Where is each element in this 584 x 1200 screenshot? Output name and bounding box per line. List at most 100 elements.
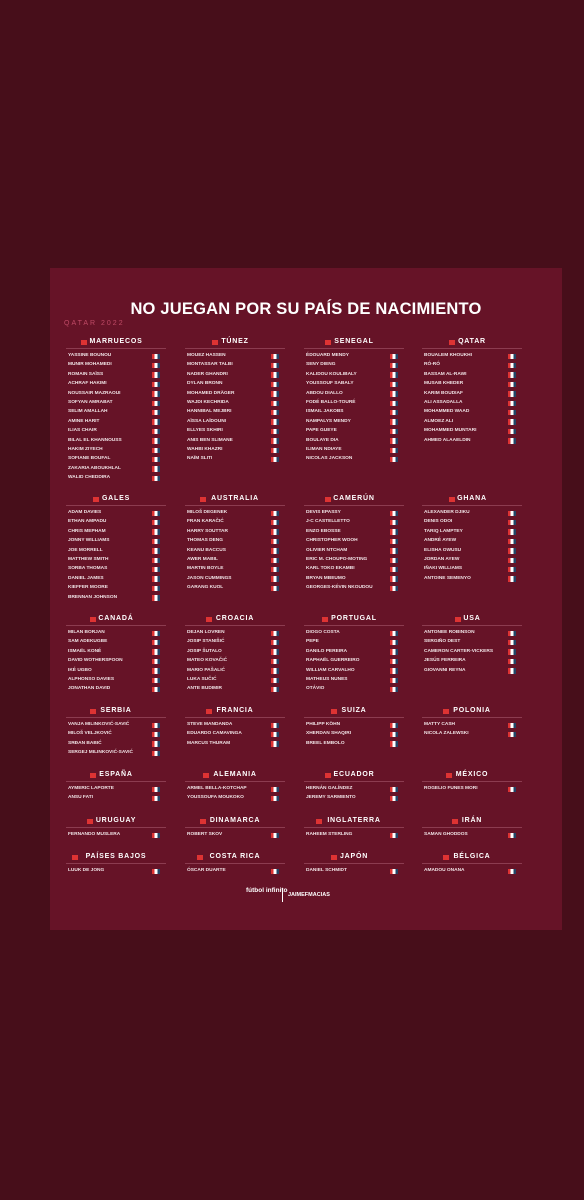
player-flag <box>508 510 516 516</box>
player-name: MOHAMMED MUNTARI <box>424 428 477 434</box>
player-flag <box>152 391 160 397</box>
player-flag <box>390 447 398 453</box>
player-name: ROGELIO FUNES MORI <box>424 786 478 791</box>
team-flag <box>452 819 458 824</box>
player-flag <box>152 868 160 874</box>
player-flag <box>152 750 160 757</box>
player-flag <box>390 566 398 573</box>
player-name: CHRISTOPHER WOOH <box>306 538 358 544</box>
team-name: JAPÓN <box>339 853 369 860</box>
player-name: NAMPALYS MENDY <box>306 418 351 424</box>
team-flag <box>446 773 452 778</box>
player-name: KARL TOKO EKAMBI <box>306 566 355 572</box>
team-name: SERBIA <box>100 707 132 714</box>
player-flag <box>152 658 160 665</box>
player-name: JONNY WILLIAMS <box>68 538 110 544</box>
team-flag <box>203 773 209 778</box>
divider <box>304 717 404 718</box>
player-name: THOMAS DENG <box>187 538 223 544</box>
player-name: MATHEUS NUNES <box>306 677 348 682</box>
divider <box>304 625 404 626</box>
player-flag <box>271 447 279 453</box>
player-name: ROBERT SKOV <box>187 832 223 837</box>
player-name: JESÚS FERREIRA <box>424 658 466 664</box>
team-name: ECUADOR <box>333 771 375 778</box>
player-name: ILIMAN NDIAYE <box>306 447 342 452</box>
player-name: ARMEL BELLA-KOTCHAP <box>187 786 247 791</box>
player-name: SOFYAN AMRABAT <box>68 400 113 405</box>
player-name: YASSINE BOUNOU <box>68 353 112 358</box>
team-flag <box>325 773 331 778</box>
player-name: VANJA MILINKOVIĆ-SAVIĆ <box>68 722 130 727</box>
team-name: COSTA RICA <box>209 853 261 860</box>
player-flag <box>508 722 516 728</box>
divider <box>66 863 166 864</box>
team-flag <box>331 855 337 860</box>
player-flag <box>271 529 279 535</box>
player-name: ELISHA OWUSU <box>424 547 462 553</box>
divider <box>185 827 285 828</box>
player-name: ZAKARIA ABOUKHLAL <box>68 465 121 471</box>
player-flag <box>152 438 160 444</box>
player-name: MONTASSAR TALBI <box>187 362 233 368</box>
player-flag <box>152 630 160 636</box>
player-name: GIOVANNI REYNA <box>424 667 466 673</box>
player-name: CHRIS MEPHAM <box>68 528 106 534</box>
player-flag <box>152 353 160 359</box>
player-name: ILIAS CHAIR <box>68 428 97 434</box>
player-flag <box>152 686 160 693</box>
player-flag <box>390 686 398 693</box>
team-name: POLONIA <box>453 707 491 714</box>
team-name: BÉLGICA <box>453 853 491 860</box>
player-name: MARTIN BOYLE <box>187 566 224 572</box>
player-name: JORDAN AYEW <box>424 557 460 562</box>
team-name: IRÁN <box>461 817 483 824</box>
player-name: BOULAYE DIA <box>306 437 339 443</box>
player-flag <box>508 409 516 416</box>
team-flag <box>87 819 93 824</box>
team-flag <box>200 497 206 502</box>
player-flag <box>508 557 516 563</box>
player-flag <box>152 456 160 463</box>
player-flag <box>152 529 160 535</box>
player-name: DEVIS EPASSY <box>306 510 341 515</box>
player-flag <box>271 832 279 838</box>
player-name: MILOŠ DEGENEK <box>187 510 228 515</box>
divider <box>422 348 522 349</box>
player-flag <box>271 786 279 792</box>
player-flag <box>390 548 398 554</box>
divider <box>422 505 522 506</box>
player-flag <box>390 510 398 516</box>
player-flag <box>390 786 398 792</box>
player-flag <box>152 639 160 646</box>
divider <box>304 863 404 864</box>
player-flag <box>508 372 516 378</box>
team-name: MÉXICO <box>455 771 489 778</box>
player-name: HAKIM ZIYECH <box>68 447 103 452</box>
team-name: SUIZA <box>341 707 367 714</box>
divider <box>66 827 166 828</box>
team-name: GHANA <box>457 495 487 502</box>
player-name: WAJDI KECHRIDA <box>187 400 229 405</box>
team-flag <box>206 617 212 622</box>
team-flag <box>197 855 203 860</box>
player-name: DEJAN LOVREN <box>187 630 225 635</box>
player-name: ANSU FATI <box>68 795 93 801</box>
player-name: DANILO PEREIRA <box>306 648 348 654</box>
player-flag <box>390 868 398 874</box>
player-name: DANIEL JAMES <box>68 575 104 581</box>
player-flag <box>271 519 279 526</box>
divider <box>304 827 404 828</box>
team-name: ESPAÑA <box>99 771 133 778</box>
player-flag <box>508 391 516 397</box>
team-flag <box>72 855 78 860</box>
player-name: JONATHAN DAVID <box>68 686 111 692</box>
player-flag <box>390 741 398 747</box>
player-flag <box>271 456 279 463</box>
player-flag <box>390 519 398 526</box>
divider <box>422 863 522 864</box>
player-name: ETHAN AMPADU <box>68 519 107 525</box>
player-flag <box>508 519 516 526</box>
player-flag <box>390 529 398 535</box>
player-flag <box>271 419 279 425</box>
